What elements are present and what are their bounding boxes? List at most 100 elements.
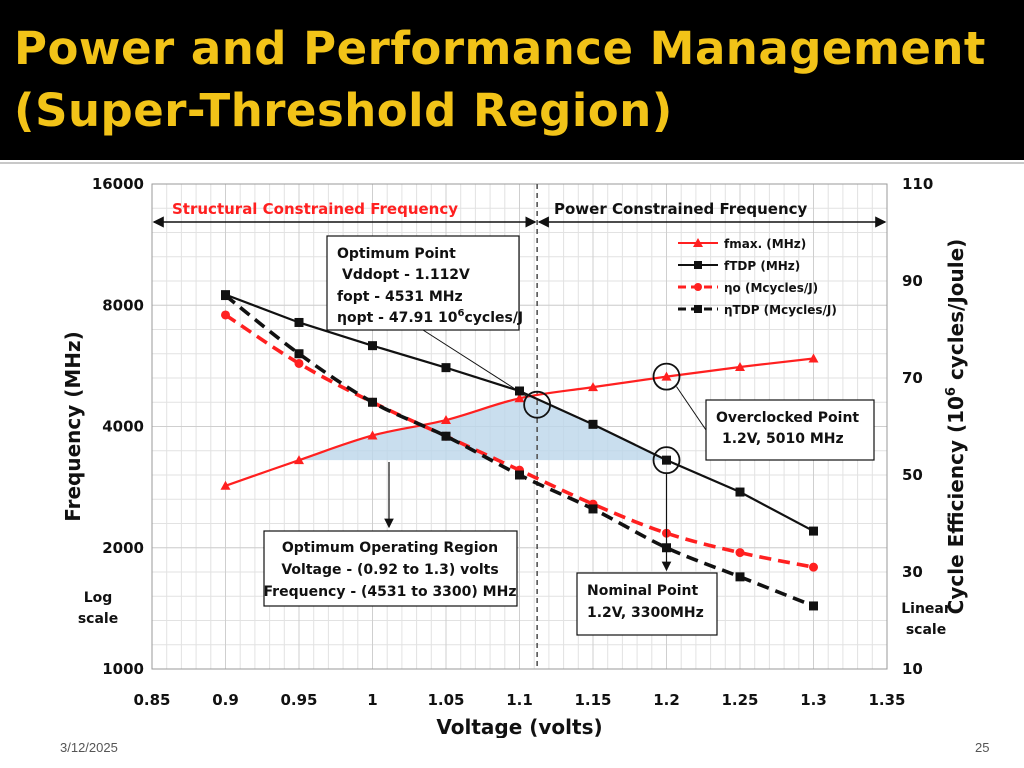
structural-region-label: Structural Constrained Frequency [172,200,458,218]
annotation-text: Frequency - (4531 to 3300) MHz [264,584,517,600]
log-scale-note: scale [78,611,118,627]
data-point [515,386,524,396]
x-tick-label: 1.05 [427,691,464,709]
y-right-tick-label: 70 [902,369,923,387]
annotation-text: Overclocked Point [716,410,859,426]
annotation-text: ηopt - 47.91 106cycles/J [337,308,523,326]
slide-date: 3/12/2025 [60,740,118,755]
data-point [294,455,304,465]
x-axis-title: Voltage (volts) [436,715,602,738]
plot-frame [151,183,888,670]
data-point [220,480,231,490]
data-point [588,419,598,429]
highlight-circle-1 [652,362,681,391]
annotation-text: 1.2V, 3300MHz [587,605,704,621]
data-point [735,572,745,582]
y-left-tick-label: 2000 [102,539,144,557]
optimum-point-annotation: Optimum Point Vddopt - 1.112V fopt - 4531 … [326,235,523,331]
power-performance-chart: Structural Constrained Frequency Power Co… [61,175,968,738]
operating-region-annotation: Optimum Operating Region Voltage - (0.92 … [263,530,518,607]
linear-scale-note: scale [906,622,946,638]
linear-scale-note: Linear [901,601,951,617]
optimum-region-shade [299,396,667,461]
y-left-tick-label: 8000 [102,296,144,314]
data-point [588,382,598,392]
legend-label: ηTDP (Mcycles/J) [724,303,837,317]
x-tick-label: 1.25 [721,691,758,709]
y-left-tick-label: 4000 [102,418,144,436]
data-point [735,548,745,558]
y-right-tick-label: 30 [902,563,923,581]
title-divider [0,162,1024,164]
data-point [221,291,230,301]
legend-marker [694,305,702,313]
y-left-tick-label: 1000 [102,660,144,678]
data-point [735,487,745,497]
nominal-point-annotation: Nominal Point 1.2V, 3300MHz [576,572,718,636]
annotation-text: Vddopt - 1.112V [342,267,470,283]
y-right-tick-label: 90 [902,272,923,290]
y-left-tick-label: 16000 [92,175,144,193]
x-tick-label: 0.85 [133,691,170,709]
data-point [368,397,377,407]
annotation-box [705,399,875,461]
x-tick-label: 0.95 [280,691,317,709]
data-point [588,504,598,514]
overclocked-pointer [676,386,707,431]
annotation-text: fopt - 4531 MHz [337,289,463,305]
data-point [294,349,304,359]
y-left-axis-title: Frequency (MHz) [61,331,85,522]
optimum-pointer [422,329,528,398]
annotation-box [263,530,518,607]
log-scale-note: Log [84,590,113,606]
y-right-tick-label: 110 [902,175,933,193]
legend: fmax. (MHz) fTDP (MHz) ηo (Mcycles/J) ηTDP … [678,237,837,317]
annotation-box [576,572,718,636]
highlight-circle-0 [523,390,552,419]
data-point [662,455,671,465]
legend-marker [694,283,702,291]
data-point [441,431,451,441]
series-3 [221,291,818,611]
series-0 [220,353,819,490]
x-tick-label: 1.1 [506,691,533,709]
data-point [809,562,818,572]
y-right-title-end: cycles/Joule) [944,239,968,387]
data-point [809,526,818,536]
legend-marker [693,238,703,247]
overclocked-annotation: Overclocked Point 1.2V, 5010 MHz [705,399,875,461]
legend-label: fTDP (MHz) [724,259,800,273]
data-point [808,353,819,363]
slide-page-number: 25 [975,740,990,755]
annotation-text: Voltage - (0.92 to 1.3) volts [281,562,498,578]
data-point [294,358,304,368]
legend-label: fmax. (MHz) [724,237,806,251]
annotation-sup: 6 [458,308,465,319]
data-point [515,470,524,480]
x-tick-label: 1.2 [653,691,680,709]
y-right-axis-title: Cycle Efficiency (106 cycles/Joule) [944,239,968,615]
annotation-text: Optimum Operating Region [282,540,498,556]
annotation-text-end: cycles/J [464,310,523,326]
data-point [294,317,304,327]
data-point [441,415,451,425]
y-right-tick-label: 10 [902,660,923,678]
x-tick-label: 1.35 [868,691,905,709]
slide-title-line1: Power and Performance Management [14,22,986,75]
data-point [441,363,451,373]
y-right-title-part: Cycle Efficiency (10 [944,396,968,614]
legend-marker [694,261,702,269]
power-region-label: Power Constrained Frequency [554,200,808,218]
x-tick-label: 0.9 [212,691,239,709]
x-tick-label: 1 [367,691,377,709]
annotation-text: Optimum Point [337,246,456,262]
slide-title-line2: (Super-Threshold Region) [14,84,673,137]
slide-title: Power and Performance Management (Super-… [14,18,986,142]
annotation-box [326,235,520,331]
data-point [368,341,377,351]
y-right-tick-label: 50 [902,466,923,484]
legend-label: ηo (Mcycles/J) [724,281,818,295]
y-right-title-sup: 6 [944,387,959,396]
annotation-text: Nominal Point [587,583,698,599]
x-tick-label: 1.3 [800,691,827,709]
